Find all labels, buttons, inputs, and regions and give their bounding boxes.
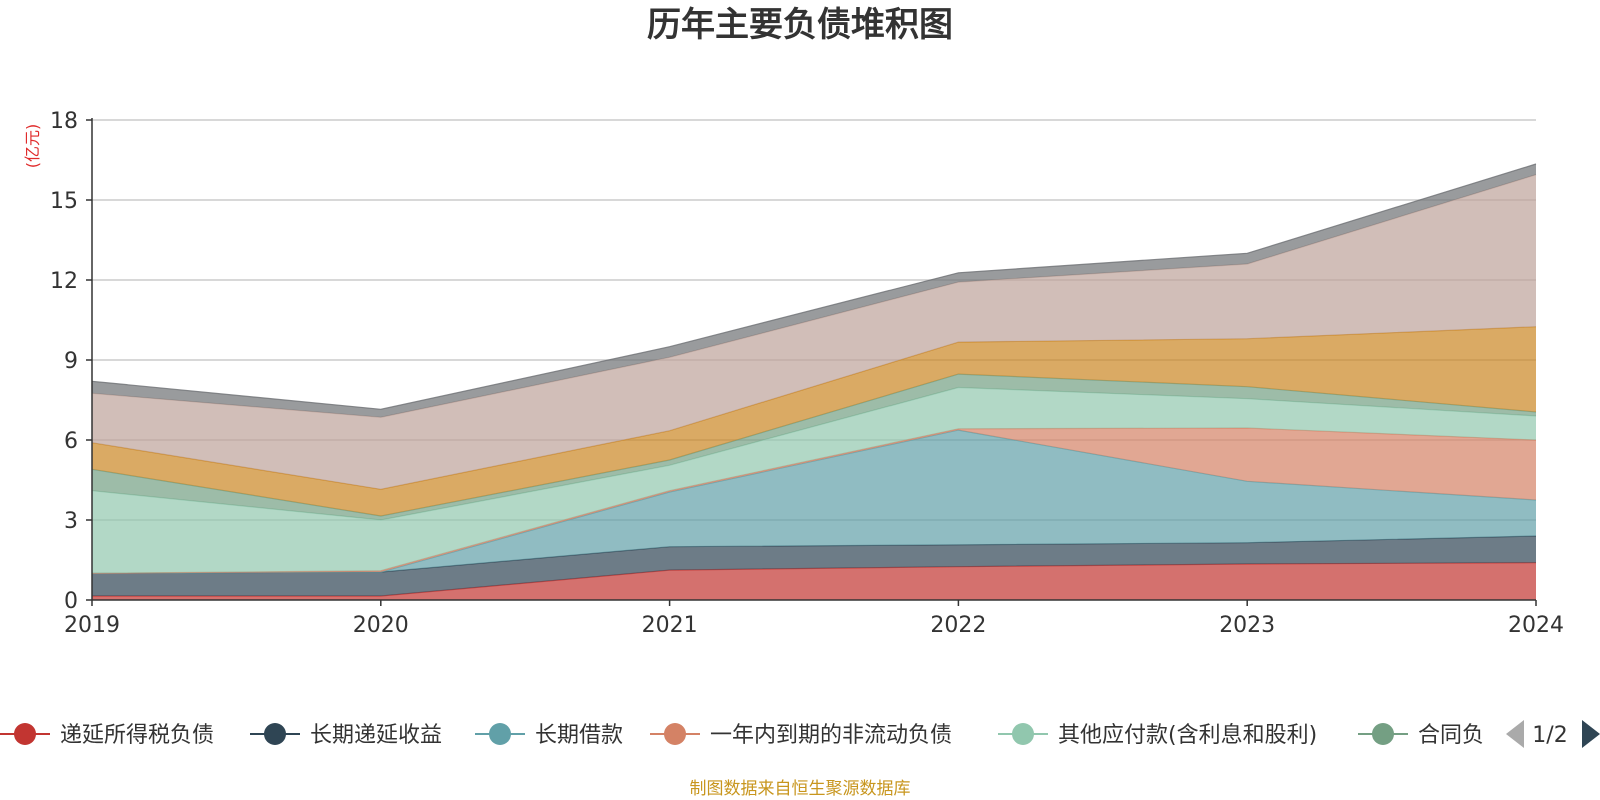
y-axis-ticks: 0 3 6 9 12 15 18 [50,109,92,614]
legend-item-1[interactable]: 长期递延收益 [250,723,442,748]
area-series-4 [92,387,1536,574]
series-areas [91,163,1537,600]
y-tick-label-0: 0 [64,589,78,614]
x-tick-label-1: 2020 [353,613,409,638]
legend-item-3[interactable]: 一年内到期的非流动负债 [650,723,952,748]
legend-pager: 1/2 [1506,720,1600,748]
legend-marker-1 [264,723,286,745]
legend-marker-0 [14,723,36,745]
y-tick-label-6: 18 [50,109,78,134]
legend-label-3: 一年内到期的非流动负债 [710,723,952,748]
legend-label-1: 长期递延收益 [310,723,442,748]
x-tick-label-5: 2024 [1508,613,1564,638]
legend-marker-5 [1372,723,1394,745]
y-tick-label-1: 3 [64,509,78,534]
legend-marker-4 [1012,723,1034,745]
legend-label-2: 长期借款 [535,723,623,748]
y-tick-label-4: 12 [50,269,78,294]
area-edge-series-8 [91,163,1537,410]
x-axis-ticks: 2019 2020 2021 2022 2023 2024 [64,600,1564,638]
y-tick-label-3: 9 [64,349,78,374]
legend-marker-2 [489,723,511,745]
area-series-6 [92,326,1536,516]
legend-marker-3 [664,723,686,745]
legend-label-4: 其他应付款(含利息和股利) [1058,723,1317,748]
area-series-2 [92,430,1536,574]
x-tick-label-2: 2021 [642,613,698,638]
legend-label-5: 合同负 [1418,723,1484,748]
legend-page-indicator: 1/2 [1532,723,1567,748]
area-series-3 [92,428,1536,574]
legend-item-5[interactable]: 合同负 [1358,723,1484,748]
legend-item-4[interactable]: 其他应付款(含利息和股利) [998,723,1317,748]
area-series-7 [92,174,1536,490]
legend-label-0: 递延所得税负债 [60,723,214,748]
legend: 递延所得税负债 长期递延收益 长期借款 一年内到期的非流动负债 其他应付款(含利息和股利… [0,723,1484,748]
x-tick-label-4: 2023 [1219,613,1275,638]
y-axis-unit-label: (亿元) [23,124,42,169]
legend-item-2[interactable]: 长期借款 [475,723,623,748]
y-tick-label-5: 15 [50,189,78,214]
legend-prev-arrow-icon[interactable] [1506,720,1524,748]
x-tick-label-0: 2019 [64,613,120,638]
legend-next-arrow-icon[interactable] [1582,720,1600,748]
chart-title: 历年主要负债堆积图 [647,5,953,45]
data-source-note: 制图数据来自恒生聚源数据库 [690,779,911,799]
legend-item-0[interactable]: 递延所得税负债 [0,723,214,748]
area-series-0 [92,562,1536,600]
x-tick-label-3: 2022 [930,613,986,638]
y-tick-label-2: 6 [64,429,78,454]
area-series-1 [92,536,1536,596]
